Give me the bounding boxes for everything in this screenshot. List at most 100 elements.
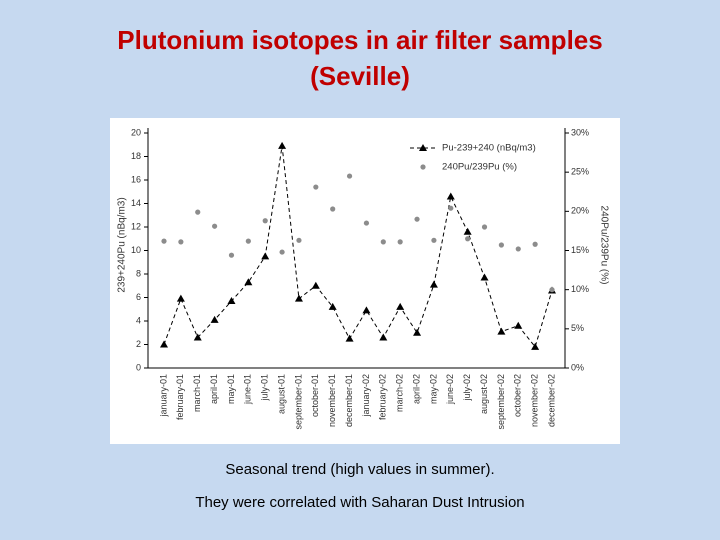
marker xyxy=(414,216,420,222)
marker xyxy=(296,237,302,243)
series-line xyxy=(163,145,553,348)
marker xyxy=(514,321,523,329)
marker xyxy=(161,238,167,244)
marker xyxy=(278,141,287,149)
marker xyxy=(465,236,471,242)
marker xyxy=(515,246,521,252)
legend-label: 240Pu/239Pu (%) xyxy=(442,162,517,173)
marker xyxy=(549,287,555,293)
note: They were correlated with Saharan Dust I… xyxy=(195,494,524,511)
y2-tick-label: 5% xyxy=(571,323,584,333)
y2-tick-label: 0% xyxy=(571,362,584,372)
marker xyxy=(362,306,371,314)
marker xyxy=(380,239,386,245)
marker xyxy=(497,327,506,335)
y-tick-label: 20 xyxy=(131,127,141,137)
y-tick-label: 14 xyxy=(131,198,141,208)
y2-tick-label: 25% xyxy=(571,167,589,177)
x-tick-label: october-01 xyxy=(310,374,320,417)
marker xyxy=(431,237,437,243)
x-tick-label: december-01 xyxy=(344,374,354,427)
x-tick-label: december-02 xyxy=(546,374,556,427)
y-tick-label: 16 xyxy=(131,174,141,184)
y-tick-label: 2 xyxy=(136,339,141,349)
marker xyxy=(294,294,303,302)
marker xyxy=(262,218,268,224)
legend-marker xyxy=(419,144,427,151)
marker xyxy=(397,239,403,245)
legend-marker xyxy=(420,164,426,170)
x-tick-label: february-01 xyxy=(175,374,185,420)
marker xyxy=(313,184,319,190)
marker xyxy=(328,302,337,310)
x-tick-label: may-02 xyxy=(428,374,438,404)
y-tick-label: 12 xyxy=(131,221,141,231)
x-tick-label: february-02 xyxy=(378,374,388,420)
y-axis-label: 239+240Pu (nBq/m3) xyxy=(117,197,128,292)
x-tick-label: january-02 xyxy=(361,374,371,418)
x-tick-label: june-01 xyxy=(243,374,253,405)
marker xyxy=(463,227,472,235)
marker xyxy=(480,273,489,281)
marker xyxy=(193,333,202,341)
x-tick-label: september-02 xyxy=(496,374,506,430)
x-tick-label: may-01 xyxy=(226,374,236,404)
marker xyxy=(195,209,201,215)
marker xyxy=(429,280,438,288)
marker xyxy=(279,249,285,255)
x-tick-label: november-01 xyxy=(327,374,337,427)
y-tick-label: 10 xyxy=(131,245,141,255)
legend-label: Pu-239+240 (nBq/m3) xyxy=(442,143,536,154)
marker xyxy=(160,340,168,348)
y-tick-label: 8 xyxy=(136,268,141,278)
x-tick-label: july-02 xyxy=(462,374,472,402)
chart-panel xyxy=(110,118,620,444)
x-tick-label: april-02 xyxy=(411,374,421,404)
marker xyxy=(379,333,388,341)
y2-tick-label: 20% xyxy=(571,206,589,216)
marker xyxy=(228,252,235,258)
x-tick-label: july-01 xyxy=(260,374,270,402)
x-tick-label: april-01 xyxy=(209,374,219,404)
y-tick-label: 0 xyxy=(136,362,141,372)
x-tick-label: august-01 xyxy=(276,374,286,414)
marker xyxy=(448,205,454,211)
y2-tick-label: 30% xyxy=(571,127,589,137)
marker xyxy=(330,206,336,212)
marker xyxy=(261,252,270,260)
slide-title: Plutonium isotopes in air filter samples xyxy=(117,25,602,55)
marker xyxy=(311,281,320,289)
y2-tick-label: 15% xyxy=(571,245,589,255)
x-tick-label: january-01 xyxy=(158,374,168,418)
y-tick-label: 18 xyxy=(131,151,141,161)
x-tick-label: september-01 xyxy=(293,374,303,430)
x-tick-label: june-02 xyxy=(445,374,455,405)
marker xyxy=(176,294,185,302)
marker xyxy=(245,238,251,244)
note: Seasonal trend (high values in summer). xyxy=(225,461,494,478)
slide-title: (Seville) xyxy=(310,61,410,91)
x-tick-label: november-02 xyxy=(530,374,540,427)
marker xyxy=(346,173,353,179)
marker xyxy=(532,241,538,247)
y2-tick-label: 10% xyxy=(571,284,589,294)
marker xyxy=(531,342,540,350)
marker xyxy=(498,242,504,248)
marker xyxy=(481,224,488,230)
marker xyxy=(227,297,236,305)
x-tick-label: march-02 xyxy=(395,374,405,412)
marker xyxy=(212,223,218,229)
y-tick-label: 6 xyxy=(136,292,141,302)
marker xyxy=(396,302,405,310)
y2-axis-label: 240Pu/239Pu (%) xyxy=(598,206,609,285)
marker xyxy=(363,220,370,226)
x-tick-label: august-02 xyxy=(479,374,489,414)
marker xyxy=(210,315,219,323)
marker xyxy=(446,192,455,200)
marker xyxy=(244,278,253,286)
marker xyxy=(178,239,184,245)
x-tick-label: october-02 xyxy=(513,374,523,417)
x-tick-label: march-01 xyxy=(192,374,202,412)
marker xyxy=(413,328,422,336)
